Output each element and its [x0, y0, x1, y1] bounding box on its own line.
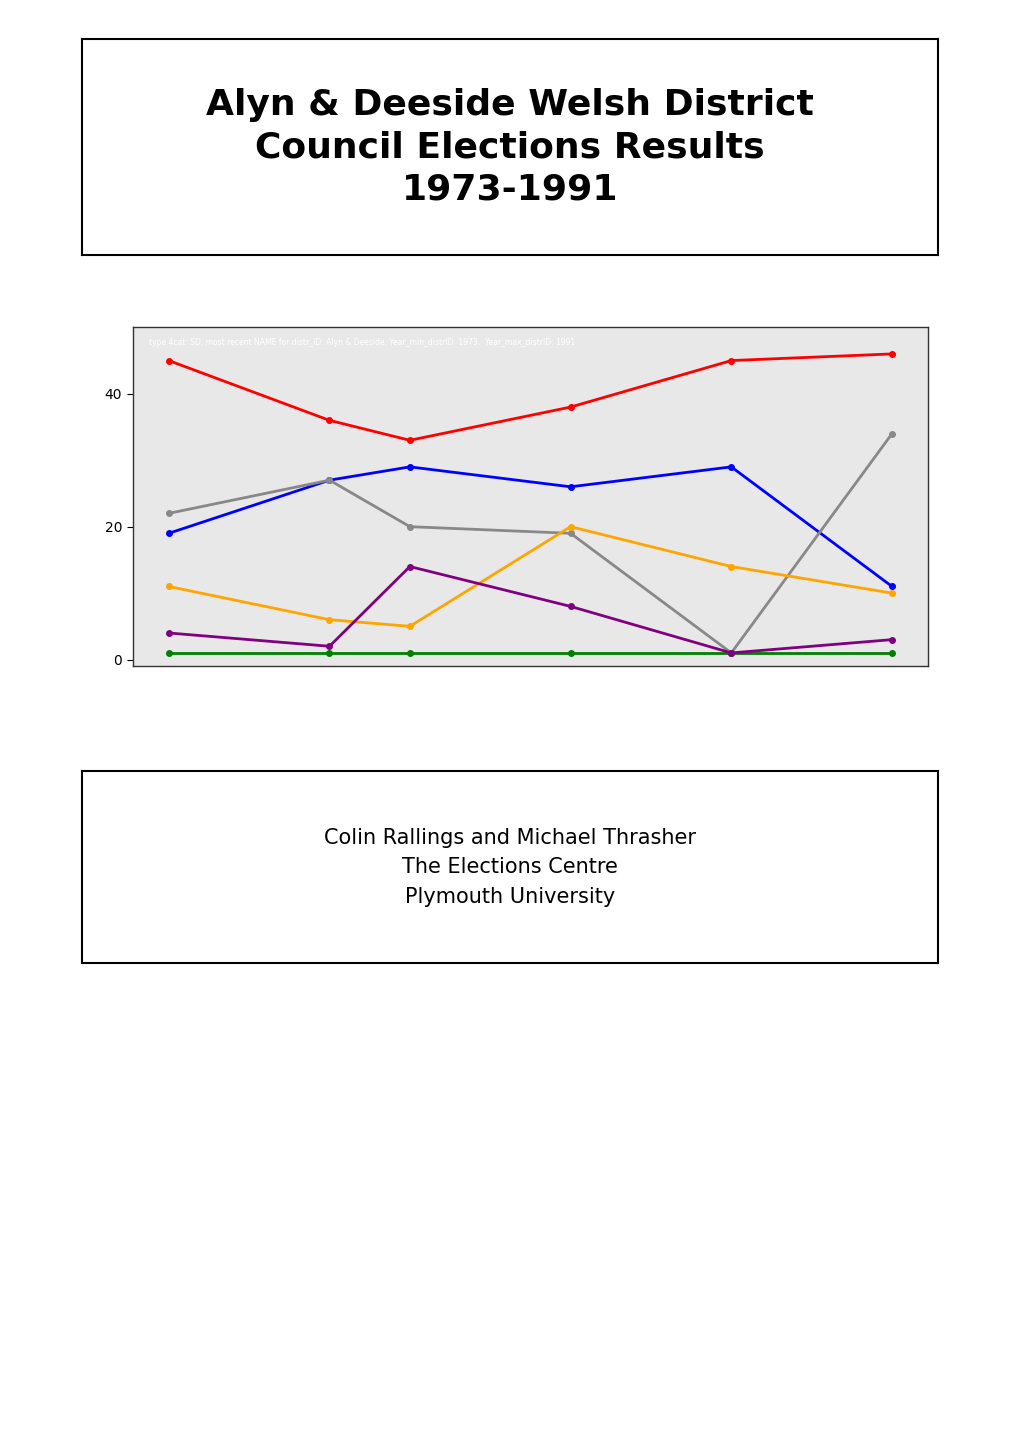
Text: Colin Rallings and Michael Thrasher
The Elections Centre
Plymouth University: Colin Rallings and Michael Thrasher The … — [324, 828, 695, 907]
Text: Alyn & Deeside Welsh District
Council Elections Results
1973-1991: Alyn & Deeside Welsh District Council El… — [206, 88, 813, 206]
Text: type 4cat: SD, most recent NAME for distr_ID: Alyn & Deeside, Year_min_distrID: : type 4cat: SD, most recent NAME for dist… — [149, 337, 574, 346]
